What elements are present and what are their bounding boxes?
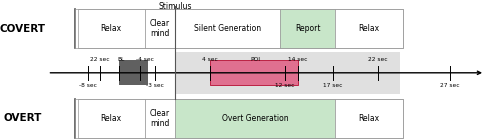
Text: OVERT: OVERT (4, 113, 42, 123)
Bar (145, 9, 175, 48)
Bar (175, 52, 400, 94)
Text: 14 sec: 14 sec (288, 57, 307, 62)
Text: 22 sec: 22 sec (90, 57, 110, 62)
Text: Relax: Relax (100, 24, 122, 33)
Text: 12 sec: 12 sec (276, 83, 294, 88)
Text: Relax: Relax (100, 114, 122, 123)
Bar (335, 99, 402, 137)
Bar (280, 9, 335, 48)
Bar (210, 60, 298, 85)
Text: Stimulus: Stimulus (158, 2, 192, 11)
Bar (145, 99, 175, 137)
Bar (119, 60, 148, 85)
Bar (175, 99, 335, 137)
Text: 4 sec: 4 sec (202, 57, 218, 62)
Text: Relax: Relax (358, 24, 380, 33)
Bar (335, 9, 402, 48)
Text: COVERT: COVERT (0, 24, 46, 34)
Text: 27 sec: 27 sec (440, 83, 460, 88)
Text: Silent Generation: Silent Generation (194, 24, 261, 33)
Text: POI: POI (250, 57, 260, 62)
Bar (78, 99, 145, 137)
Text: -4 sec: -4 sec (136, 57, 154, 62)
Text: Clear
mind: Clear mind (150, 109, 170, 128)
Text: 22 sec: 22 sec (368, 57, 387, 62)
Text: Overt Generation: Overt Generation (222, 114, 288, 123)
Text: Relax: Relax (358, 114, 380, 123)
Text: -8 sec: -8 sec (78, 83, 96, 88)
Text: 17 sec: 17 sec (323, 83, 342, 88)
Bar (78, 9, 145, 48)
Bar (175, 9, 280, 48)
Bar (75, 9, 402, 48)
Text: Clear
mind: Clear mind (150, 19, 170, 38)
Text: Report: Report (295, 24, 320, 33)
Text: BL: BL (118, 57, 125, 62)
Bar (75, 99, 402, 137)
Text: -3 sec: -3 sec (146, 83, 164, 88)
